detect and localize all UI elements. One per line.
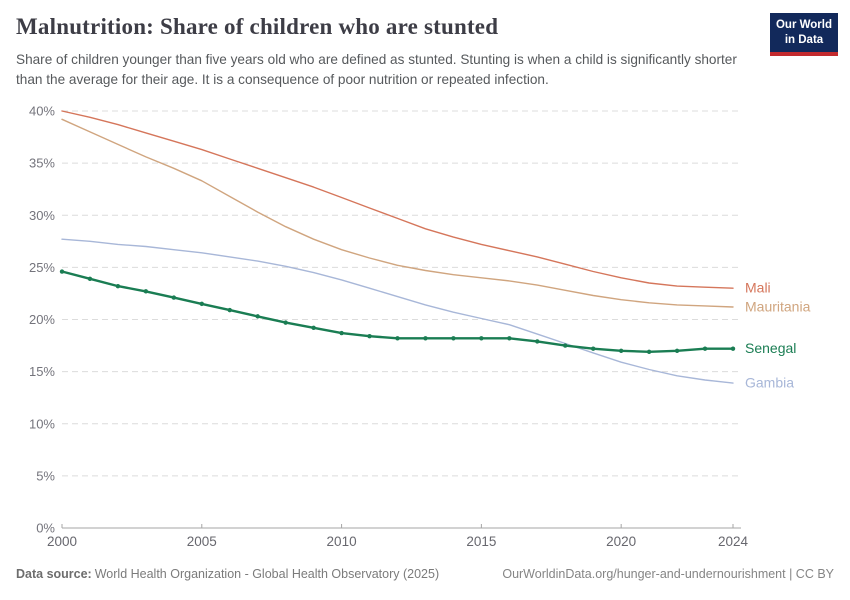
data-point-senegal-2002[interactable] [115, 283, 121, 289]
x-axis-tick-label: 2005 [187, 534, 217, 549]
y-axis-tick-label: 5% [36, 468, 55, 483]
data-point-senegal-2009[interactable] [311, 325, 316, 331]
chart-footer: Data source: World Health Organization - … [16, 567, 834, 581]
page-title: Malnutrition: Share of children who are … [16, 14, 499, 39]
data-point-senegal-2024[interactable] [730, 346, 736, 351]
series-label-senegal[interactable]: Senegal [745, 340, 796, 356]
x-axis-tick-label: 2015 [466, 534, 496, 549]
data-point-senegal-2013[interactable] [423, 336, 428, 341]
owid-logo-text: Our World in Data [770, 13, 838, 52]
data-point-senegal-2006[interactable] [227, 307, 232, 313]
series-label-mauritania[interactable]: Mauritania [745, 298, 811, 314]
data-point-senegal-2022[interactable] [674, 348, 680, 353]
y-axis-tick-label: 35% [29, 156, 55, 171]
y-axis-tick-label: 0% [36, 521, 55, 536]
series-label-gambia[interactable]: Gambia [745, 375, 794, 391]
x-axis-tick-label: 2024 [718, 534, 749, 549]
data-point-senegal-2004[interactable] [171, 295, 177, 300]
data-point-senegal-2020[interactable] [618, 348, 624, 353]
y-axis-tick-label: 15% [29, 364, 55, 379]
chart-subtitle: Share of children younger than five year… [16, 52, 737, 87]
data-point-senegal-2016[interactable] [507, 336, 512, 341]
logo-stripe [770, 51, 838, 56]
x-axis-tick-label: 2020 [606, 534, 636, 549]
y-axis-tick-label: 30% [29, 208, 55, 223]
y-axis-tick-label: 10% [29, 416, 55, 431]
y-axis-tick-label: 40% [29, 104, 55, 119]
data-point-senegal-2019[interactable] [591, 346, 596, 351]
owid-logo[interactable]: Our World in Data [770, 13, 838, 56]
series-line-mauritania[interactable] [61, 118, 734, 308]
data-point-senegal-2014[interactable] [451, 336, 456, 341]
data-point-senegal-2007[interactable] [255, 314, 260, 319]
x-axis-tick-label: 2010 [327, 534, 357, 549]
data-point-senegal-2000[interactable] [59, 269, 65, 274]
series-line-mali[interactable] [61, 110, 734, 289]
data-source: Data source: World Health Organization - … [16, 567, 439, 581]
data-point-senegal-2011[interactable] [367, 333, 372, 339]
x-axis-tick-label: 2000 [47, 534, 77, 549]
data-point-senegal-2023[interactable] [702, 346, 708, 351]
data-source-label: Data source: [16, 567, 92, 581]
data-point-senegal-2012[interactable] [395, 336, 400, 341]
data-point-senegal-2018[interactable] [563, 343, 568, 348]
stunting-line-chart[interactable]: 0% 5% 10% 15% 20% 25% 30% 35% 40% 2000 2005 2010 201… [0, 95, 850, 565]
y-axis-tick-label: 25% [29, 260, 55, 275]
data-point-senegal-2017[interactable] [535, 339, 540, 344]
logo-line1: Our World [775, 19, 832, 31]
data-point-senegal-2003[interactable] [143, 289, 149, 294]
data-point-senegal-2005[interactable] [199, 301, 204, 307]
attribution-link[interactable]: OurWorldinData.org/hunger-and-undernouri… [502, 567, 834, 581]
data-source-text: World Health Organization - Global Healt… [94, 567, 440, 581]
logo-line2: in Data [784, 33, 824, 46]
series-label-mali[interactable]: Mali [745, 280, 771, 296]
data-point-senegal-2021[interactable] [646, 349, 652, 355]
data-point-senegal-2010[interactable] [339, 330, 344, 336]
data-point-senegal-2015[interactable] [479, 336, 484, 341]
series-line-gambia[interactable] [61, 238, 734, 384]
data-point-senegal-2008[interactable] [283, 320, 288, 325]
y-axis-tick-label: 20% [29, 312, 55, 327]
data-point-senegal-2001[interactable] [87, 276, 93, 282]
